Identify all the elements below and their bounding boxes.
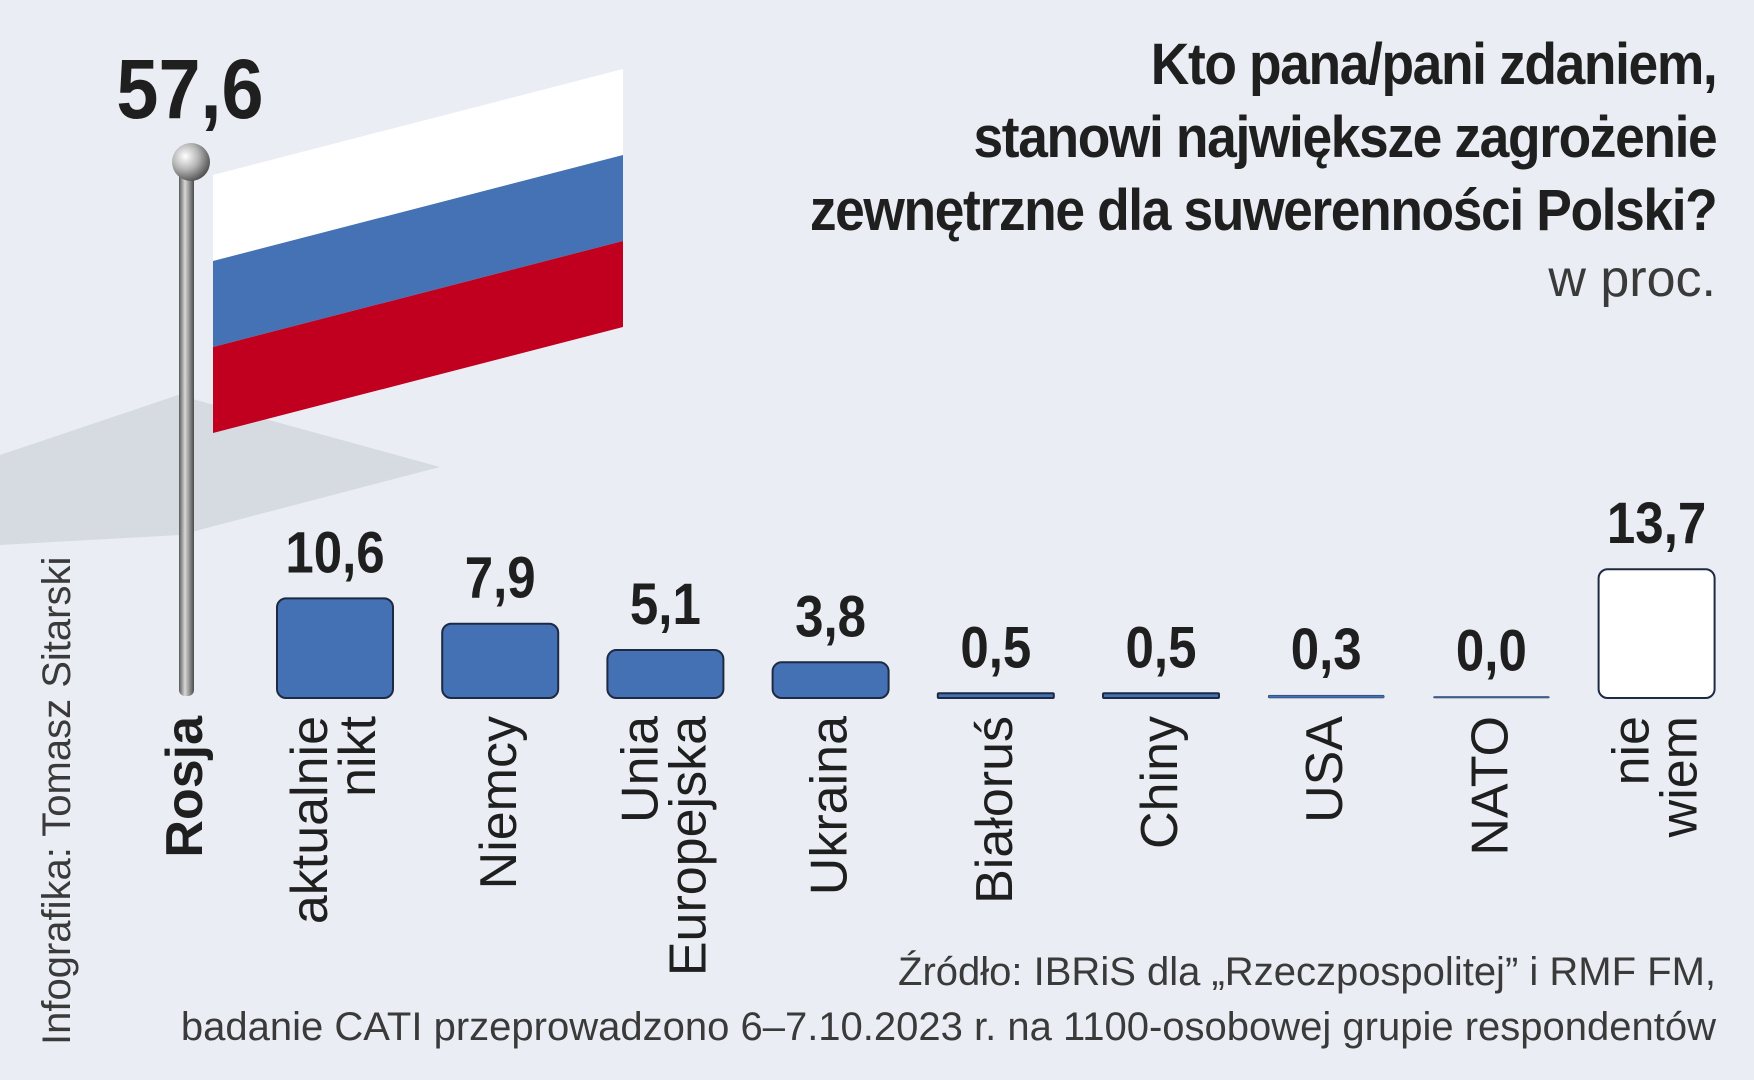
value-label-nato: 0,0	[1456, 618, 1527, 683]
bar-nie-wiem	[1597, 568, 1716, 699]
chart-title: Kto pana/pani zdaniem, stanowi największ…	[731, 28, 1717, 309]
credit: Infografika: Tomasz Sitarski	[35, 556, 79, 1045]
title-line-3: zewnętrzne dla suwerenności Polski?	[809, 178, 1717, 243]
source-note: Źródło: IBRiS dla „Rzeczpospolitej” i RM…	[181, 945, 1716, 1055]
value-label-bialorus: 0,5	[960, 615, 1031, 680]
value-label-aktualnie-nikt: 10,6	[285, 520, 384, 585]
flagpole-ball-icon	[172, 143, 210, 181]
value-label-ukraina: 3,8	[795, 584, 866, 649]
category-label-aktualnie-nikt-2: nikt	[329, 715, 387, 796]
title-line-2: stanowi największe zagrożenie	[973, 105, 1717, 170]
category-label-niemcy: Niemcy	[470, 716, 528, 889]
value-label-unia-europejska: 5,1	[630, 572, 701, 637]
russia-flag	[213, 69, 623, 433]
flag-white-stripe	[213, 69, 623, 261]
value-label-niemcy: 7,9	[465, 546, 536, 611]
value-label-nie-wiem: 13,7	[1607, 491, 1706, 556]
bar-usa	[1267, 694, 1385, 699]
bar-niemcy	[441, 622, 560, 699]
bar-nato	[1433, 696, 1550, 699]
source-line-1: Źródło: IBRiS dla „Rzeczpospolitej” i RM…	[898, 950, 1716, 994]
category-label-nie-wiem-2: wiem	[1651, 716, 1709, 838]
bar-bialorus	[936, 692, 1055, 699]
value-label-usa: 0,3	[1291, 617, 1362, 682]
category-label-usa: USA	[1296, 716, 1354, 823]
flag-blue-stripe	[213, 155, 623, 347]
category-label-chiny: Chiny	[1131, 716, 1189, 849]
category-label-rosja: Rosja	[156, 715, 214, 858]
bar-chiny	[1102, 692, 1220, 699]
unit-label: w proc.	[1548, 250, 1716, 308]
value-label-rosja: 57,6	[116, 42, 263, 136]
category-label-nato: NATO	[1461, 716, 1519, 856]
flag-shadow	[0, 395, 440, 545]
flag-red-stripe	[213, 241, 623, 433]
category-label-nie-wiem-1: nie	[1603, 716, 1661, 785]
bar-ukraina	[771, 661, 890, 700]
title-line-1: Kto pana/pani zdaniem,	[1150, 32, 1717, 97]
source-line-2: badanie CATI przeprowadzono 6–7.10.2023 …	[180, 1005, 1716, 1049]
category-label-aktualnie-nikt-1: aktualnie	[281, 716, 339, 924]
bar-unia-europejska	[606, 649, 725, 699]
value-label-chiny: 0,5	[1126, 615, 1197, 680]
category-label-unia-europejska-2: Europejska	[659, 716, 717, 976]
flagpole	[179, 158, 194, 696]
category-label-bialorus: Białoruś	[966, 716, 1024, 904]
category-label-ukraina: Ukraina	[801, 716, 859, 895]
bar-aktualnie-nikt	[276, 597, 394, 699]
category-label-unia-europejska-1: Unia	[611, 716, 669, 823]
